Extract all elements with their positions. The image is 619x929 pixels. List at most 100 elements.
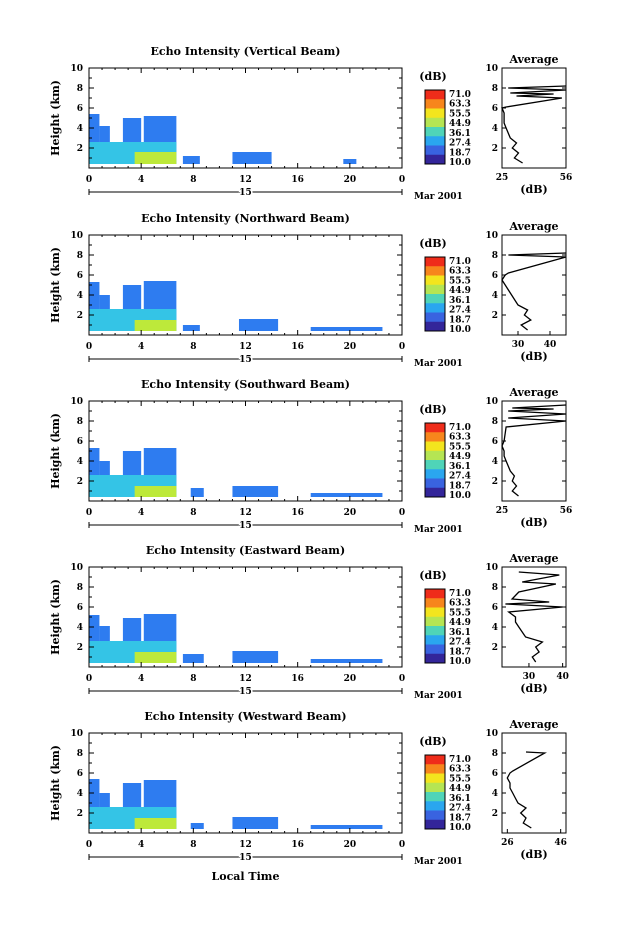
- average-title: Average: [508, 552, 558, 565]
- x-tick-label: 0: [399, 342, 405, 352]
- panel-title: Echo Intensity (Westward Beam): [144, 710, 346, 723]
- colorbar-label: 44.9: [449, 452, 471, 462]
- colorbar-segment: [425, 266, 445, 276]
- x-tick-label: 12: [239, 840, 252, 850]
- echo-heatmap: [89, 614, 383, 663]
- echo-heatmap: [89, 448, 383, 497]
- avg-y-tick-label: 4: [492, 124, 498, 134]
- colorbar-frame: [424, 422, 446, 498]
- avg-x-tick-label: 26: [501, 838, 514, 848]
- x-tick-label: 0: [399, 840, 405, 850]
- date-day-label: 15: [239, 687, 252, 697]
- date-month-label: Mar 2001: [414, 525, 463, 535]
- echo-cell: [232, 486, 279, 497]
- x-tick-label: 8: [190, 508, 196, 518]
- y-tick-label: 6: [77, 769, 83, 779]
- colorbar-segment: [425, 616, 445, 627]
- x-tick-label: 0: [399, 508, 405, 518]
- date-day-label: 15: [239, 521, 252, 531]
- echo-cell: [89, 615, 100, 663]
- avg-y-tick-label: 8: [492, 84, 498, 94]
- x-tick-label: 12: [239, 674, 252, 684]
- x-tick-label: 0: [86, 840, 92, 850]
- echo-cell: [232, 152, 272, 164]
- x-tick-label: 0: [86, 674, 92, 684]
- y-tick-label: 8: [77, 583, 83, 593]
- panel-5: Echo Intensity (Westward Beam)246810Heig…: [49, 710, 567, 867]
- echo-cell: [310, 327, 383, 331]
- x-tick-label: 20: [344, 175, 357, 185]
- x-tick-label: 0: [399, 674, 405, 684]
- average-title: Average: [508, 53, 558, 66]
- average-xlabel: (dB): [520, 682, 547, 695]
- colorbar-label: 63.3: [449, 267, 471, 277]
- avg-y-tick-label: 2: [492, 311, 498, 321]
- y-tick-label: 8: [77, 251, 83, 261]
- y-tick-label: 6: [77, 104, 83, 114]
- x-tick-label: 16: [291, 342, 304, 352]
- avg-y-tick-label: 10: [485, 64, 498, 74]
- average-profile-line: [501, 252, 567, 331]
- echo-cell: [89, 282, 100, 331]
- echo-cell: [134, 818, 177, 829]
- avg-y-tick-label: 4: [492, 789, 498, 799]
- colorbar-unit: (dB): [419, 403, 446, 416]
- echo-heatmap: [89, 779, 383, 829]
- y-tick-label: 4: [77, 789, 83, 799]
- y-tick-label: 8: [77, 749, 83, 759]
- colorbar-label: 63.3: [449, 765, 471, 775]
- x-tick-label: 4: [138, 175, 144, 185]
- panel-1: Echo Intensity (Vertical Beam) 2 4 6 8 10 Heig…: [49, 45, 572, 202]
- y-tick-label: 10: [70, 729, 83, 739]
- avg-y-tick-label: 8: [492, 749, 498, 759]
- colorbar-label: 36.1: [449, 129, 471, 139]
- y-tick-label: 6: [77, 603, 83, 613]
- panel-title: Echo Intensity (Southward Beam): [141, 378, 350, 391]
- avg-y-tick-label: 6: [492, 104, 498, 114]
- colorbar-segment: [425, 450, 445, 461]
- avg-x-tick-label: 40: [544, 340, 557, 350]
- colorbar-segment: [425, 257, 445, 267]
- colorbar-label: 71.0: [449, 423, 471, 433]
- colorbar-label: 55.5: [449, 109, 471, 119]
- x-tick-label: 20: [344, 508, 357, 518]
- colorbar-label: 36.1: [449, 794, 471, 804]
- colorbar-segment: [425, 423, 445, 433]
- colorbar-segment: [425, 819, 445, 830]
- x-tick-label: 0: [86, 175, 92, 185]
- colorbar-segment: [425, 275, 445, 286]
- y-axis-label: Height (km): [49, 413, 62, 489]
- colorbar-label: 10.0: [449, 491, 471, 501]
- y-axis-label: Height (km): [49, 80, 62, 156]
- colorbar-frame: [424, 754, 446, 830]
- echo-cell: [134, 652, 177, 663]
- colorbar-segment: [425, 312, 445, 323]
- colorbar-label: 27.4: [449, 139, 471, 149]
- colorbar-label: 18.7: [449, 647, 471, 657]
- colorbar-label: 10.0: [449, 158, 471, 168]
- y-axis-label: Height (km): [49, 745, 62, 821]
- colorbar-label: 71.0: [449, 755, 471, 765]
- echo-cell: [238, 319, 279, 331]
- colorbar-segment: [425, 441, 445, 452]
- colorbar-label: 55.5: [449, 276, 471, 286]
- colorbar-label: 18.7: [449, 481, 471, 491]
- colorbar-frame: [424, 256, 446, 332]
- y-axis-label: Height (km): [49, 247, 62, 323]
- colorbar-segment: [425, 294, 445, 304]
- echo-cell: [182, 325, 200, 331]
- echo-cell: [190, 823, 204, 829]
- colorbar-segment: [425, 487, 445, 498]
- panel-3: Echo Intensity (Southward Beam) 2 4 6 8 10 Hei…: [49, 378, 572, 535]
- y-tick-label: 2: [77, 144, 83, 154]
- colorbar-label: 18.7: [449, 315, 471, 325]
- colorbar-label: 36.1: [449, 296, 471, 306]
- echo-cell: [182, 156, 200, 164]
- avg-y-tick-label: 6: [492, 271, 498, 281]
- colorbar-label: 27.4: [449, 472, 471, 482]
- colorbar-label: 44.9: [449, 119, 471, 129]
- avg-y-tick-label: 2: [492, 643, 498, 653]
- echo-heatmap: [89, 114, 357, 164]
- colorbar-label: 55.5: [449, 442, 471, 452]
- average-title: Average: [508, 718, 558, 731]
